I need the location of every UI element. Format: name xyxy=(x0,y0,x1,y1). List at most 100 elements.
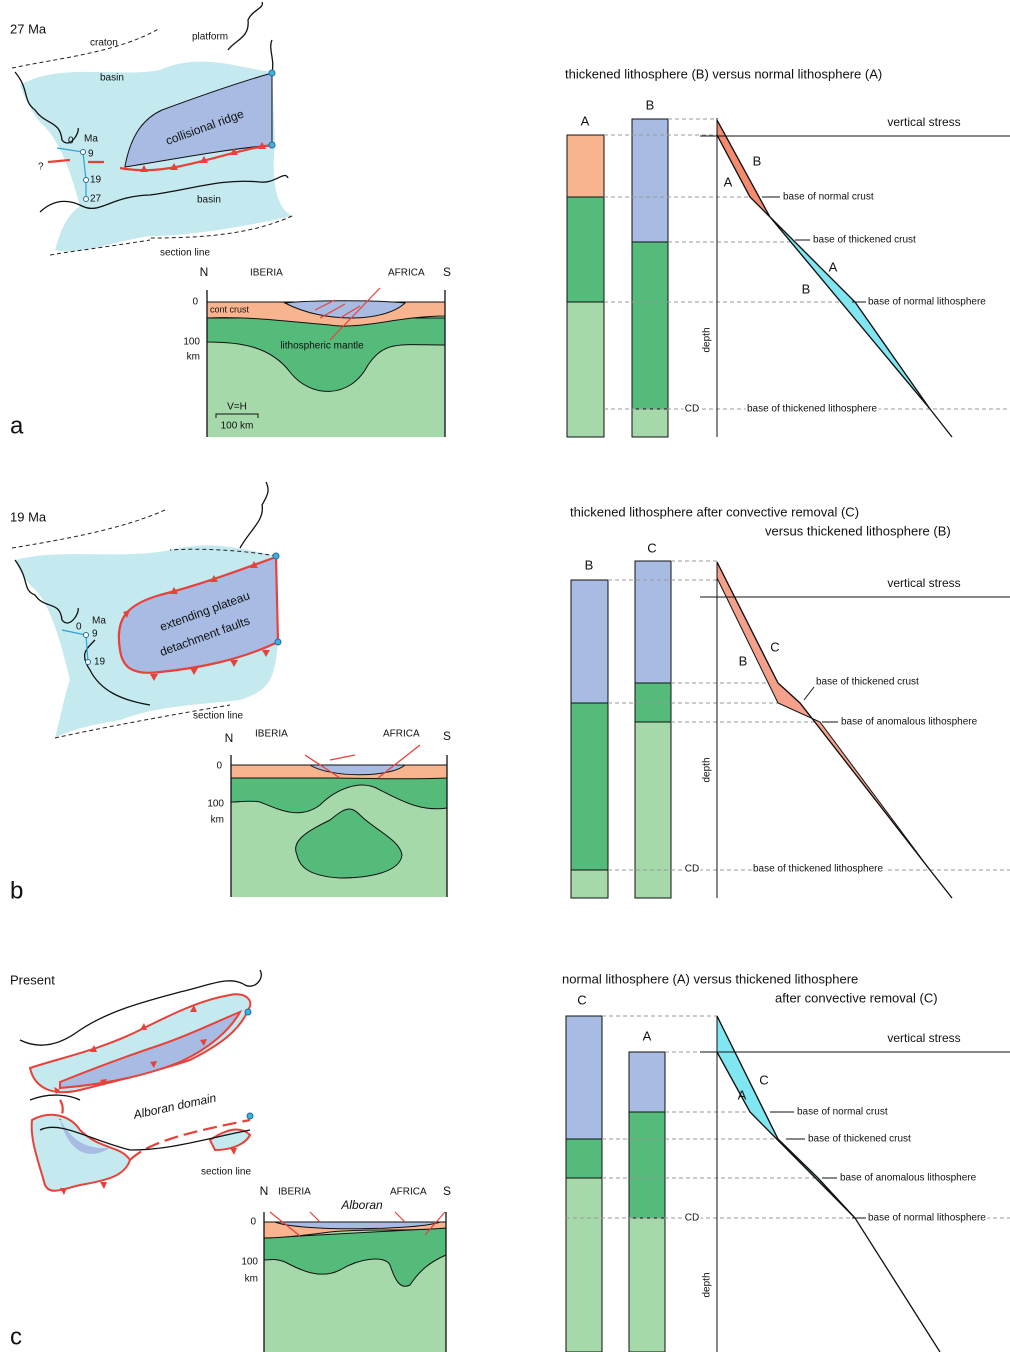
map-label: ? xyxy=(38,162,44,173)
level-label: base of thickened lithosphere xyxy=(747,404,878,415)
rect xyxy=(567,135,604,197)
age-label: Ma xyxy=(84,134,98,145)
age-label: 0 xyxy=(68,136,74,147)
age-label: 27 xyxy=(90,194,102,205)
shape xyxy=(700,1016,1010,1352)
depth-unit: km xyxy=(245,1274,258,1285)
map-label: section line xyxy=(160,248,210,259)
circle xyxy=(84,178,89,183)
curve-label: B xyxy=(739,653,748,668)
level-label: base of normal crust xyxy=(783,192,874,203)
map-time: 19 Ma xyxy=(10,509,47,524)
depth-unit: km xyxy=(211,815,224,826)
circle xyxy=(84,633,89,638)
diagram-title: thickened lithosphere after convective r… xyxy=(570,504,859,519)
circle xyxy=(86,660,91,665)
south: S xyxy=(443,265,451,279)
section-label: lithospheric mantle xyxy=(280,341,364,352)
axis-label: vertical stress xyxy=(887,576,960,590)
age-label: 19 xyxy=(94,657,106,668)
panel-a: 27 Ma craton platform basin collisional … xyxy=(10,2,1010,439)
level-label: base of anomalous lithosphere xyxy=(841,717,978,728)
axis-label: depth xyxy=(702,1272,713,1297)
depth-tick: 0 xyxy=(192,297,198,308)
column-label: C xyxy=(577,992,586,1007)
depth-tick: 0 xyxy=(250,1217,256,1228)
diagram-title: thickened lithosphere (B) versus normal … xyxy=(565,66,882,81)
region: IBERIA xyxy=(250,268,283,279)
section-label: cont crust xyxy=(210,304,250,314)
depth-tick: 0 xyxy=(216,761,222,772)
curve-label: C xyxy=(759,1072,768,1087)
level-label: base of normal crust xyxy=(797,1107,888,1118)
level-label: base of normal lithosphere xyxy=(868,1213,986,1224)
map-time: 27 Ma xyxy=(10,21,47,36)
axis-label: depth xyxy=(702,757,713,782)
shape xyxy=(30,994,250,1092)
rect xyxy=(566,1139,602,1178)
age-label: 0 xyxy=(76,622,82,633)
shape xyxy=(717,1016,940,1352)
shape xyxy=(717,562,952,898)
age-label: 9 xyxy=(88,149,94,160)
column-label: C xyxy=(647,540,656,555)
cd-label: CD xyxy=(685,864,699,875)
shape xyxy=(32,1115,130,1191)
rect xyxy=(635,722,671,898)
level-label: base of thickened crust xyxy=(813,235,916,246)
age-label: Ma xyxy=(92,616,106,627)
panel-label: a xyxy=(10,412,24,439)
level-label: base of thickened lithosphere xyxy=(753,864,884,875)
rect xyxy=(567,197,604,302)
level-label: base of normal lithosphere xyxy=(868,297,986,308)
rect xyxy=(629,1218,665,1352)
shape xyxy=(700,118,1010,437)
depth-tick: 100 xyxy=(241,1257,258,1268)
shape xyxy=(210,1130,250,1150)
level-label: base of anomalous lithosphere xyxy=(840,1173,977,1184)
south: S xyxy=(443,1184,451,1198)
diagram-title: normal lithosphere (A) versus thickened … xyxy=(562,971,858,986)
map-label: section line xyxy=(201,1167,251,1178)
north: N xyxy=(200,265,209,279)
curve-label: C xyxy=(770,639,779,654)
depth-tick: 100 xyxy=(183,337,200,348)
scale-ratio: V=H xyxy=(227,402,247,413)
panel-b: 19 Ma extending plateau detachment fault… xyxy=(10,482,1010,904)
region: AFRICA xyxy=(390,1187,427,1198)
map-label: Alboran domain xyxy=(131,1091,217,1122)
cd-label: CD xyxy=(685,1213,699,1224)
rect xyxy=(632,119,668,242)
age-label: 19 xyxy=(90,175,102,186)
circle xyxy=(269,142,275,148)
region: AFRICA xyxy=(383,729,420,740)
curve-label: A xyxy=(738,1087,747,1102)
curve-label: A xyxy=(724,174,733,189)
north: N xyxy=(225,731,234,745)
rect xyxy=(629,1052,665,1112)
depth-tick: 100 xyxy=(207,799,224,810)
circle xyxy=(269,70,275,76)
scale-bar: 100 km xyxy=(221,421,254,432)
axis-label: vertical stress xyxy=(887,115,960,129)
age-label: 9 xyxy=(92,629,98,640)
shape xyxy=(762,197,866,302)
rect xyxy=(632,409,668,437)
map-label: platform xyxy=(192,32,228,43)
map-label: section line xyxy=(193,711,243,722)
rect xyxy=(629,1112,665,1218)
region: AFRICA xyxy=(388,268,425,279)
axis-label: depth xyxy=(702,327,713,352)
curve-label: B xyxy=(802,281,811,296)
axis-label: vertical stress xyxy=(887,1031,960,1045)
circle xyxy=(247,1113,253,1119)
panel-c: Present Alboran domain section line N S … xyxy=(10,970,1010,1352)
rect xyxy=(571,703,608,870)
rect xyxy=(571,580,608,703)
circle xyxy=(84,197,89,202)
level-label: base of thickened crust xyxy=(808,1134,911,1145)
shape xyxy=(770,1112,866,1218)
basin-label: Alboran xyxy=(340,1198,383,1212)
level-label: base of thickened crust xyxy=(816,677,919,688)
map-time: Present xyxy=(10,972,55,987)
